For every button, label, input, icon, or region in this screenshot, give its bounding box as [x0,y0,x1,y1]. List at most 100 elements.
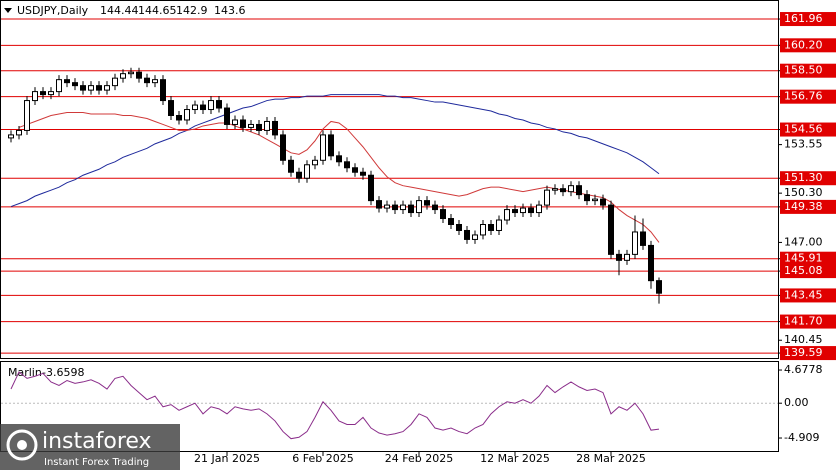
high-value: 144.65 [138,4,177,17]
candle-body [368,174,374,202]
candle-body [344,161,350,169]
y-tick-label: 149.38 [784,200,823,213]
x-tick-label: 6 Feb 2025 [292,452,353,465]
candle-body [608,204,614,255]
y-tick-highlight [780,199,836,214]
candle-body [88,85,94,91]
candle-body [584,194,590,202]
candle-body [128,71,134,75]
candle-body [8,134,14,139]
y-tick-highlight [780,264,836,279]
candle-body [216,100,222,109]
candle-body [72,82,78,87]
y-tick-label: -4.909 [784,431,819,444]
candle-body [464,229,470,240]
indicator-title: Marlin [8,366,42,379]
y-tick-label: 161.96 [784,12,823,25]
candle-body [168,100,174,116]
y-tick-label: 147.00 [784,235,823,248]
candle-body [632,231,638,255]
candle-body [392,204,398,211]
watermark-box [0,424,180,470]
candle-body [408,204,414,214]
watermark: instaforex Instant Forex Trading [0,424,180,470]
candle-body [120,73,126,79]
y-tick-label: 151.30 [784,171,823,184]
candle-body [480,224,486,236]
y-tick-label: 158.50 [784,64,823,77]
candle-body [496,219,502,231]
candle-body [552,188,558,191]
candle-body [360,171,366,176]
candle-body [96,85,102,91]
candle-body [536,204,542,214]
x-tick-label: 12 Mar 2025 [480,452,550,465]
candle-body [184,109,190,121]
candle-body [248,123,254,128]
candle-body [280,134,286,161]
y-tick-highlight [780,38,836,53]
candle-body [104,85,110,91]
candle-body [416,200,422,214]
candle-body [560,188,566,193]
candle-body [232,119,238,125]
candle-body [568,185,574,193]
candle-body [136,71,142,79]
candle-body [448,218,454,226]
y-tick-label: 140.45 [784,333,823,346]
open-value: 144.44 [100,4,139,17]
candle-body [312,159,318,166]
y-tick-label: 145.91 [784,252,823,265]
candle-body [208,100,214,111]
candle-body [16,129,22,136]
candle-body [32,91,38,102]
y-tick-label: 0.00 [784,396,809,409]
y-tick-label: 143.45 [784,288,823,301]
candle-body [384,204,390,209]
candle-body [544,189,550,206]
x-tick-label: 28 Mar 2025 [576,452,646,465]
candle-body [520,207,526,214]
candle-body [192,104,198,111]
candle-body [160,79,166,102]
y-tick-highlight [780,171,836,186]
candle-body [504,209,510,221]
close-value: 143.6 [214,4,246,17]
menu-arrow [4,8,12,13]
candle-body [296,171,302,179]
candle-body [176,114,182,121]
candle-body [472,234,478,240]
y-tick-label: 160.20 [784,38,823,51]
watermark-brand: instaforex [42,429,152,454]
candle-body [400,204,406,211]
candle-body [600,198,606,206]
x-tick-label: 24 Feb 2025 [385,452,453,465]
y-tick-label: 156.76 [784,90,823,103]
x-tick-label: 21 Jan 2025 [194,452,260,465]
candle-body [200,104,206,111]
marks: 161.96 160.20 158.50 156.76 154.56 153.55 151.… [1,12,836,465]
y-tick-highlight [780,12,836,27]
candle-body [80,85,86,91]
candle-body [616,253,622,261]
y-tick-highlight [780,89,836,104]
y-tick-highlight [780,346,836,361]
candle-body [56,79,62,93]
candle-body [656,280,662,294]
indicator-value: -3.6598 [42,366,84,379]
candle-body [488,224,494,231]
candle-body [512,209,518,214]
candle-body [304,164,310,179]
watermark-icon [6,429,38,461]
y-tick-highlight [780,63,836,78]
indicator-line [10,371,660,440]
candle-body [64,79,70,84]
candle-body [576,185,582,196]
candle-body [528,207,534,214]
y-tick-label: 153.55 [784,138,823,151]
y-tick-label: 145.08 [784,264,823,277]
y-tick-highlight [780,314,836,329]
y-tick-label: 150.30 [784,186,823,199]
watermark-tagline: Instant Forex Trading [44,457,149,468]
